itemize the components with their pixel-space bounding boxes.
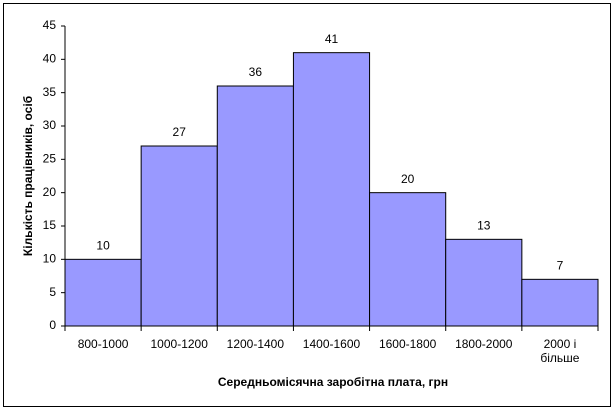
- x-tick-label: 1200-1400: [226, 337, 285, 351]
- x-tick-label: 2000 і більше: [540, 337, 580, 365]
- bar: [64, 258, 142, 327]
- y-tick-label: 40: [43, 52, 57, 66]
- data-label: 10: [96, 239, 110, 253]
- x-tick-label: 1800-2000: [455, 337, 513, 351]
- chart-frame: [3, 3, 611, 407]
- y-tick-label: 25: [43, 152, 57, 166]
- bar: [292, 52, 371, 327]
- y-tick-label: 5: [49, 285, 56, 299]
- x-tick-label: 1600-1800: [378, 337, 437, 351]
- y-tick-label: 10: [43, 252, 57, 266]
- data-label: 13: [477, 219, 491, 233]
- x-tick-label: 1000-1200: [150, 337, 208, 351]
- data-label: 41: [325, 32, 339, 46]
- y-tick-label: 20: [43, 185, 57, 199]
- x-tick-label: 800-1000: [77, 337, 129, 351]
- bar: [369, 192, 447, 327]
- data-label: 36: [249, 65, 263, 79]
- y-axis-title: Кількість працівників, осіб: [21, 96, 35, 256]
- data-label: 20: [401, 172, 415, 186]
- x-tick-label: 1400-1600: [302, 337, 361, 351]
- data-label: 7: [557, 259, 564, 273]
- y-tick-label: 15: [43, 218, 57, 232]
- y-tick-label: 0: [49, 318, 56, 332]
- x-axis-title: Середньомісячна заробітна плата, грн: [218, 375, 448, 389]
- bar: [521, 278, 599, 327]
- y-tick-label: 45: [43, 18, 57, 32]
- data-label: 27: [173, 125, 187, 139]
- y-tick-label: 30: [43, 118, 57, 132]
- bar: [445, 238, 523, 327]
- y-tick-label: 35: [43, 85, 57, 99]
- bar: [140, 145, 218, 327]
- bar: [216, 85, 294, 327]
